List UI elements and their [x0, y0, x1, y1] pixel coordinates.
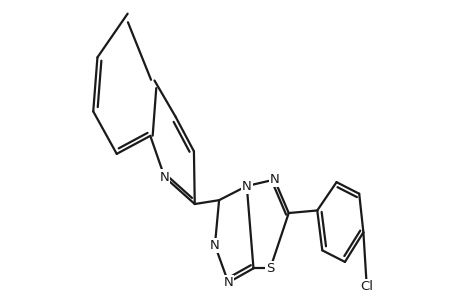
Text: S: S: [265, 262, 274, 275]
Text: N: N: [223, 276, 233, 289]
Text: N: N: [210, 239, 219, 252]
Text: N: N: [269, 173, 279, 186]
Text: N: N: [159, 170, 169, 184]
Text: N: N: [241, 179, 251, 193]
Text: Cl: Cl: [359, 280, 372, 293]
